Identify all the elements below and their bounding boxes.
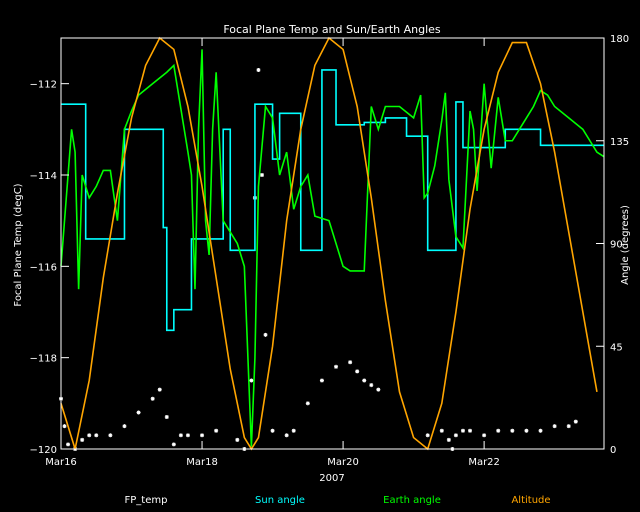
legend: FP_temp Sun angle Earth angle Altitude <box>125 495 551 506</box>
series-fp-temp-point <box>122 424 127 429</box>
series-fp-temp-point <box>171 442 176 447</box>
series-earth-angle-line <box>60 49 605 447</box>
series-fp-temp-point <box>87 433 92 438</box>
y-axis-label-left: Focal Plane Temp (degC) <box>13 183 24 306</box>
series-fp-temp-point <box>259 173 264 177</box>
series-fp-temp-point <box>362 378 367 383</box>
series-fp-temp-point <box>157 387 162 392</box>
series-fp-temp-point <box>270 428 275 433</box>
x-tick-label: Mar18 <box>186 457 218 468</box>
series-fp-temp-point <box>573 419 578 424</box>
series-layer <box>59 36 605 451</box>
series-fp-temp-point <box>80 437 85 442</box>
x-axis-label: 2007 <box>319 473 344 484</box>
series-fp-temp-point <box>334 364 339 369</box>
series-fp-temp-point <box>150 396 155 401</box>
series-fp-temp-point <box>108 433 113 438</box>
series-fp-temp-point <box>496 428 501 433</box>
series-fp-temp-point <box>256 67 261 72</box>
series-altitude-line <box>60 36 598 451</box>
y-tick-label-right: 0 <box>610 445 616 456</box>
series-fp-temp-point <box>249 378 254 383</box>
series-fp-temp-point <box>566 424 571 429</box>
series-fp-temp-point <box>348 360 353 365</box>
legend-item-earth-angle: Earth angle <box>383 495 441 506</box>
chart-title: Focal Plane Temp and Sun/Earth Angles <box>223 23 441 36</box>
series-fp-temp-point <box>178 433 183 438</box>
series-fp-temp <box>59 67 578 451</box>
y-tick-label-right: 180 <box>610 34 629 45</box>
series-fp-temp-point <box>200 433 205 438</box>
legend-item-altitude: Altitude <box>511 495 550 506</box>
series-fp-temp-point <box>291 428 296 433</box>
y-tick-label-left: −120 <box>30 445 57 456</box>
series-fp-temp-point <box>376 387 381 392</box>
series-fp-temp-point <box>305 401 310 406</box>
y-axis-label-right: Angle (degrees) <box>620 205 631 285</box>
y-tick-label-right: 90 <box>610 240 623 251</box>
y-tick-label-left: −112 <box>30 80 57 91</box>
legend-item-fp-temp: FP_temp <box>125 495 168 506</box>
series-fp-temp-point <box>66 442 71 447</box>
series-fp-temp-point <box>460 428 465 433</box>
series-fp-temp-point <box>214 428 219 433</box>
series-fp-temp-point <box>355 369 360 374</box>
axis-layer: Mar16 Mar18 Mar20 Mar22 −120 −118 −116 −114 −112… <box>30 34 630 468</box>
series-sun-angle-line <box>61 69 604 332</box>
series-fp-temp-point <box>62 424 67 429</box>
legend-item-sun-angle: Sun angle <box>255 495 305 506</box>
x-tick-label: Mar20 <box>327 457 359 468</box>
series-fp-temp-point <box>284 433 289 438</box>
series-fp-temp-point <box>482 433 487 438</box>
series-fp-temp-point <box>524 428 529 433</box>
series-fp-temp-point <box>263 332 268 337</box>
y-tick-label-right: 45 <box>610 342 623 353</box>
series-fp-temp-point <box>510 428 515 433</box>
series-fp-temp-point <box>453 433 458 438</box>
series-fp-temp-point <box>319 378 324 383</box>
series-fp-temp-point <box>538 428 543 433</box>
series-fp-temp-point <box>425 433 430 438</box>
x-tick-label: Mar22 <box>468 457 500 468</box>
x-tick-label: Mar16 <box>45 457 77 468</box>
series-fp-temp-point <box>94 433 99 438</box>
series-fp-temp-point <box>552 424 557 429</box>
y-tick-label-right: 135 <box>610 137 629 148</box>
series-fp-temp-point <box>369 383 374 388</box>
series-fp-temp-point <box>446 437 451 442</box>
series-fp-temp-point <box>185 433 190 438</box>
series-fp-temp-point <box>439 428 444 433</box>
series-fp-temp-point <box>164 415 169 420</box>
y-tick-label-left: −118 <box>30 354 57 365</box>
series-fp-temp-point <box>468 428 473 433</box>
series-fp-temp-point <box>136 410 141 415</box>
series-fp-temp-point <box>235 437 240 442</box>
y-tick-label-left: −116 <box>30 262 57 273</box>
y-tick-label-left: −114 <box>30 171 57 182</box>
